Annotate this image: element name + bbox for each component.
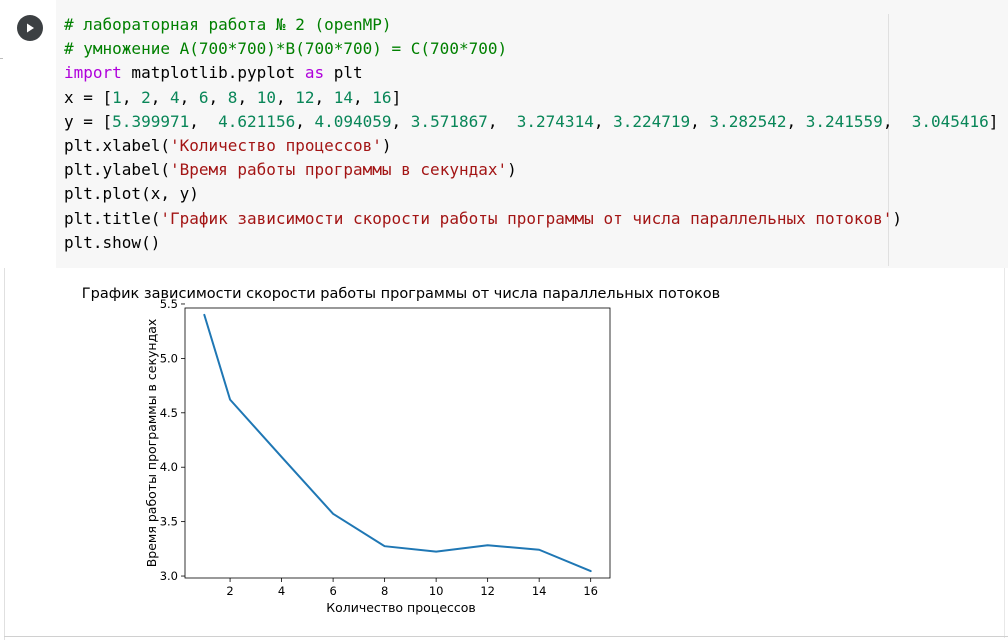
code-token: , xyxy=(237,87,257,107)
code-token: plt.plot(x, y) xyxy=(64,184,199,204)
x-tick-label: 8 xyxy=(381,584,388,598)
play-icon xyxy=(27,23,34,33)
x-tick-label: 12 xyxy=(480,584,495,598)
code-token: plt.ylabel( xyxy=(64,160,170,180)
code-token: ) xyxy=(381,136,392,156)
code-token: 6 xyxy=(198,87,209,107)
code-line[interactable]: plt.plot(x, y) xyxy=(64,182,998,206)
code-token: import xyxy=(64,63,122,83)
x-tick-label: 16 xyxy=(583,584,598,598)
code-line[interactable]: plt.show() xyxy=(64,231,998,255)
code-token: 8 xyxy=(227,87,238,107)
code-token: , xyxy=(295,111,315,131)
line-length-ruler xyxy=(888,14,889,266)
x-tick-label: 4 xyxy=(278,584,285,598)
code-token: 4 xyxy=(169,87,180,107)
y-tick-label: 5.5 xyxy=(160,297,178,311)
code-token: y = [ xyxy=(64,111,113,131)
code-token: # умножение A(700*700)*B(700*700) = C(70… xyxy=(64,39,508,59)
code-token: plt.title( xyxy=(64,208,161,228)
y-axis-label: Время работы программы в секундах xyxy=(144,319,159,568)
y-tick-label: 4.0 xyxy=(160,460,178,474)
code-text[interactable]: # лабораторная работа № 2 (openMP) # умно… xyxy=(64,13,998,255)
code-line[interactable]: # умножение A(700*700)*B(700*700) = C(70… xyxy=(64,37,998,61)
x-axis-label: Количество процессов xyxy=(326,600,476,615)
code-token: 3.274314 xyxy=(516,111,594,131)
x-tick-label: 10 xyxy=(429,584,444,598)
code-token: 2 xyxy=(141,87,151,107)
output-bottom-border xyxy=(4,636,1008,637)
code-token: , xyxy=(121,87,142,107)
code-token: matplotlib.pyplot xyxy=(121,63,305,83)
code-token: 'Количество процессов' xyxy=(169,136,382,156)
code-token: 'График зависимости скорости работы прог… xyxy=(160,208,893,228)
x-tick-label: 2 xyxy=(226,584,233,598)
code-editor[interactable]: # лабораторная работа № 2 (openMP) # умно… xyxy=(56,0,1008,268)
x-tick-label: 6 xyxy=(329,584,336,598)
code-line[interactable]: # лабораторная работа № 2 (openMP) xyxy=(64,13,998,37)
code-line[interactable]: x = [1, 2, 4, 6, 8, 10, 12, 14, 16] xyxy=(64,86,998,110)
code-token: plt.xlabel( xyxy=(64,136,170,156)
chart-title: График зависимости скорости работы прогр… xyxy=(82,286,720,302)
code-token: # лабораторная работа № 2 (openMP) xyxy=(64,15,392,34)
code-token: , xyxy=(179,87,199,107)
code-token: plt.show() xyxy=(64,232,161,252)
y-tick-label: 5.0 xyxy=(160,351,178,365)
y-axis: 3.0 3.5 4.0 4.5 5.0 5.5 xyxy=(160,297,185,583)
y-tick-label: 4.5 xyxy=(160,406,178,420)
code-token: 16 xyxy=(372,87,392,107)
y-tick-label: 3.5 xyxy=(160,515,178,529)
code-token: 3.282542 xyxy=(709,111,787,131)
line-chart: График зависимости скорости работы прогр… xyxy=(82,286,720,615)
code-token: , xyxy=(593,111,614,131)
code-token: 3.571867 xyxy=(410,111,488,131)
code-line[interactable]: import matplotlib.pyplot as plt xyxy=(64,61,998,85)
x-axis: 2 4 6 8 10 12 14 16 xyxy=(226,578,598,598)
code-token: , xyxy=(275,87,296,107)
x-tick-label: 14 xyxy=(532,584,547,598)
code-token: 14 xyxy=(333,87,354,107)
output-right-border xyxy=(1004,268,1005,638)
code-token: as xyxy=(304,63,325,83)
code-token: 4.621156 xyxy=(218,111,296,131)
code-line[interactable]: plt.ylabel('Время работы программы в сек… xyxy=(64,158,998,182)
code-token: ) xyxy=(892,208,903,228)
code-token: 10 xyxy=(256,87,276,107)
gutter-marker xyxy=(0,58,3,59)
code-token: , xyxy=(690,111,710,131)
code-token: 3.045416 xyxy=(911,111,989,131)
code-token: 1 xyxy=(112,87,122,107)
code-token: 5.399971 xyxy=(112,111,190,131)
data-points xyxy=(204,315,591,571)
code-token: 12 xyxy=(295,87,315,107)
code-token: , xyxy=(150,87,170,107)
code-token: , xyxy=(487,111,517,131)
y-tick-label: 3.0 xyxy=(160,569,178,583)
code-line[interactable]: y = [5.399971, 4.621156, 4.094059, 3.571… xyxy=(64,110,998,134)
plot-area-frame xyxy=(184,307,611,579)
code-token: , xyxy=(208,87,228,107)
code-token: 4.094059 xyxy=(314,111,392,131)
code-token: 3.241559 xyxy=(805,111,883,131)
code-token: ) xyxy=(507,160,517,180)
code-token: plt xyxy=(324,63,363,83)
code-token: , xyxy=(189,111,219,131)
code-token: ] xyxy=(391,87,402,107)
code-line[interactable]: plt.xlabel('Количество процессов') xyxy=(64,134,998,158)
cell-gutter xyxy=(0,0,56,268)
code-token: , xyxy=(353,87,373,107)
code-token: , xyxy=(314,87,334,107)
code-token: , xyxy=(882,111,912,131)
code-line[interactable]: plt.title('График зависимости скорости р… xyxy=(64,207,998,231)
code-token: 3.224719 xyxy=(613,111,691,131)
code-token: , xyxy=(391,111,411,131)
code-token: 'Время работы программы в секундах' xyxy=(169,160,508,180)
code-token: x = [ xyxy=(64,87,113,107)
code-token: , xyxy=(786,111,806,131)
cell-output: График зависимости скорости работы прогр… xyxy=(4,268,1008,640)
code-token: ] xyxy=(988,111,999,131)
series-line xyxy=(203,313,592,573)
run-cell-button[interactable] xyxy=(17,15,43,41)
